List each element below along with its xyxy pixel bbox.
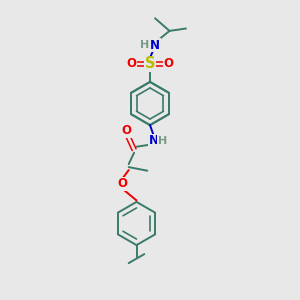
Text: N: N: [148, 134, 159, 147]
Text: H: H: [158, 136, 167, 146]
Text: O: O: [164, 57, 174, 70]
Text: O: O: [126, 57, 136, 70]
Text: S: S: [145, 56, 155, 71]
Text: H: H: [140, 40, 149, 50]
Text: N: N: [150, 39, 160, 52]
Text: O: O: [122, 124, 132, 137]
Text: O: O: [118, 177, 128, 190]
